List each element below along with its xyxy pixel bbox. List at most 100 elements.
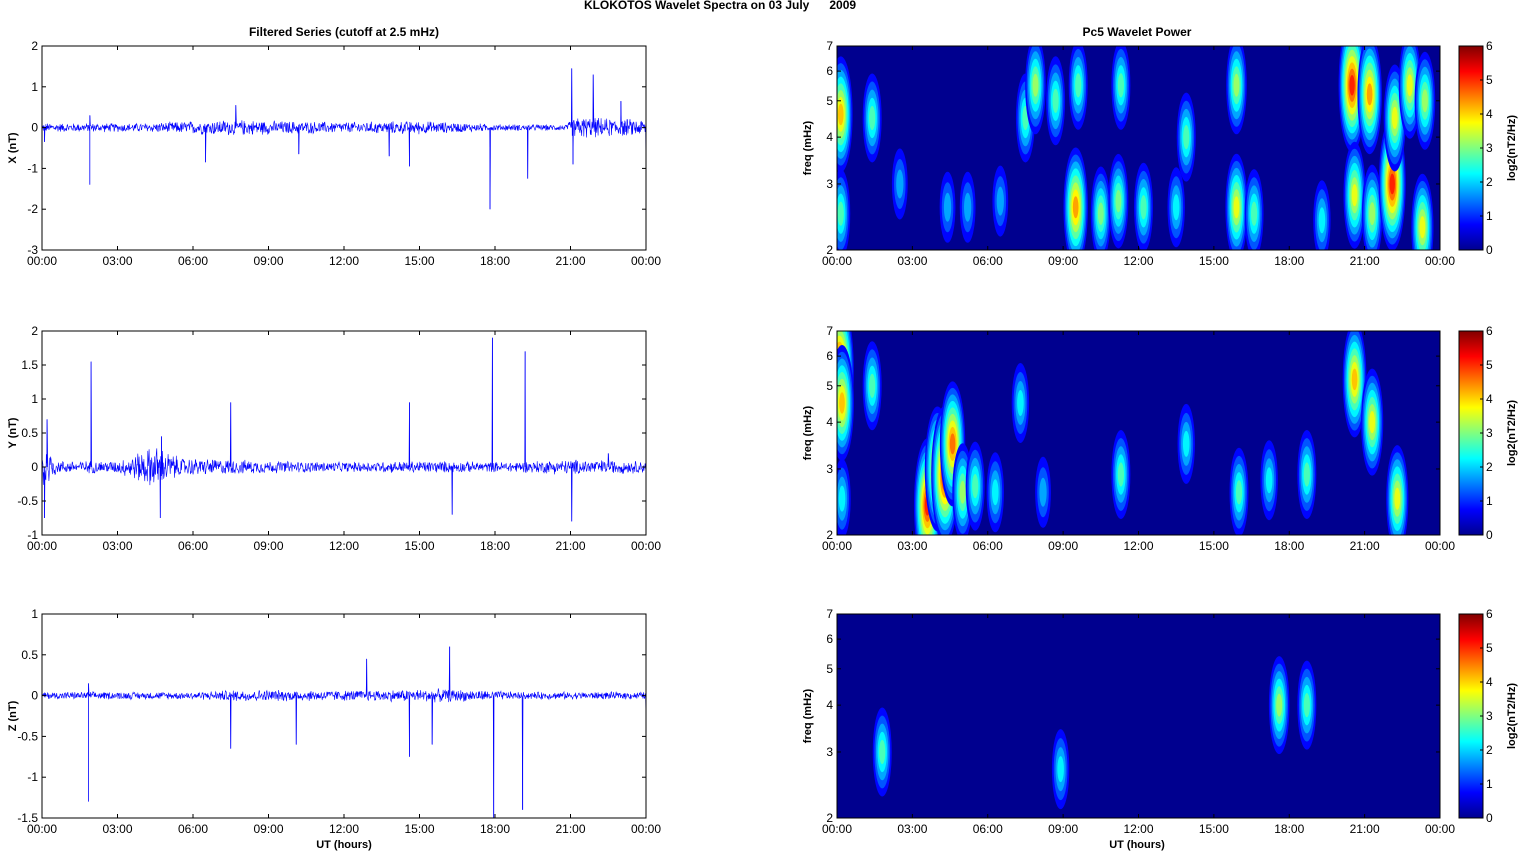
x-tick-label: 03:00: [897, 254, 927, 268]
power-blob: [1011, 362, 1030, 443]
y-tick-label: 2: [826, 811, 833, 825]
y-tick-label: -3: [27, 243, 38, 257]
left-column-title: Filtered Series (cutoff at 2.5 mHz): [249, 25, 439, 39]
power-blob: [1414, 51, 1436, 150]
plot-frame: [41, 613, 647, 819]
y-tick-label: 7: [826, 39, 833, 53]
colorbar-tick-label: 0: [1486, 243, 1493, 257]
power-blob: [1177, 403, 1195, 484]
series-trace: [41, 646, 647, 819]
power-blob: [1090, 166, 1111, 250]
y-axis-label: X (nT): [7, 132, 19, 163]
y-tick-label: 4: [826, 130, 833, 144]
power-blob: [872, 707, 892, 797]
y-tick-label: 6: [826, 349, 833, 363]
y-tick-label: 1: [31, 607, 38, 621]
x-tick-label: 03:00: [897, 539, 927, 553]
power-blob: [992, 165, 1009, 237]
x-series-panel: 00:00 03:00 06:00 09:00 12:00 15:00 18:00 21:00…: [7, 39, 661, 268]
power-blob: [837, 169, 851, 250]
y-tick-label: 7: [826, 324, 833, 338]
colorbar-tick-label: 1: [1486, 777, 1493, 791]
colorbar-tick-label: 2: [1486, 175, 1493, 189]
y-tick-label: 0.5: [21, 648, 38, 662]
y-tick-label: -1: [27, 161, 38, 175]
x-tick-label: 00:00: [1425, 254, 1455, 268]
power-blob: [1046, 56, 1066, 146]
colorbar-tick-label: 5: [1486, 358, 1493, 372]
x-tick-label: 06:00: [178, 539, 208, 553]
x-tick-label: 09:00: [253, 254, 283, 268]
power-blob: [837, 458, 851, 535]
y-tick-label: 6: [826, 632, 833, 646]
y-axis-label: freq (mHz): [802, 405, 814, 460]
left-x-axis-label: UT (hours): [316, 839, 372, 851]
x-tick-label: 06:00: [178, 822, 208, 836]
colorbar-gradient: [1458, 330, 1484, 536]
x-tick-label: 18:00: [1274, 822, 1304, 836]
colorbar: 0 1 2 3 4 5 6 log2(nT2/Hz): [1458, 324, 1518, 542]
x-tick-label: 03:00: [102, 254, 132, 268]
x-tick-label: 15:00: [404, 822, 434, 836]
x-tick-label: 21:00: [555, 539, 585, 553]
y-axis-label: freq (mHz): [802, 120, 814, 175]
x-tick-label: 15:00: [1199, 822, 1229, 836]
plot-frame: [41, 330, 647, 536]
power-blob: [1111, 46, 1131, 130]
z-series-panel: 00:00 03:00 06:00 09:00 12:00 15:00 18:00 21:00…: [7, 607, 661, 836]
power-blob: [1111, 429, 1131, 519]
x-tick-label: 09:00: [1048, 254, 1078, 268]
power-blob: [1357, 46, 1382, 155]
y-tick-label: 6: [826, 64, 833, 78]
colorbar: 0 1 2 3 4 5 6 log2(nT2/Hz): [1458, 39, 1518, 257]
y-axis-label: Z (nT): [7, 700, 19, 731]
power-blob: [1068, 46, 1088, 130]
x-tick-label: 06:00: [178, 254, 208, 268]
x-tick-label: 15:00: [1199, 539, 1229, 553]
x-tick-label: 09:00: [253, 539, 283, 553]
x-tick-label: 18:00: [480, 539, 510, 553]
y-tick-label: 1: [31, 80, 38, 94]
y-tick-label: 3: [826, 745, 833, 759]
y-tick-label: 7: [826, 607, 833, 621]
x-tick-label: 18:00: [480, 822, 510, 836]
x-tick-label: 12:00: [1123, 822, 1153, 836]
colorbar-tick-label: 0: [1486, 528, 1493, 542]
y-tick-label: 4: [826, 415, 833, 429]
x-tick-label: 21:00: [555, 822, 585, 836]
y-tick-label: 2: [31, 324, 38, 338]
power-blob: [1244, 169, 1264, 250]
y-tick-label: 2: [826, 528, 833, 542]
right-x-axis-label: UT (hours): [1109, 839, 1165, 851]
y-tick-label: 5: [826, 379, 833, 393]
power-blob: [1063, 147, 1088, 250]
power-blob: [1025, 46, 1046, 135]
colorbar-tick-label: 0: [1486, 811, 1493, 825]
y-tick-label: 2: [31, 39, 38, 53]
colorbar-tick-label: 6: [1486, 39, 1493, 53]
y-tick-label: 4: [826, 698, 833, 712]
colorbar-tick-label: 6: [1486, 607, 1493, 621]
y-tick-label: 5: [826, 662, 833, 676]
x-tick-label: 00:00: [822, 254, 852, 268]
x-tick-label: 00:00: [631, 539, 661, 553]
y-tick-label: 1: [31, 392, 38, 406]
x-tick-label: 15:00: [1199, 254, 1229, 268]
power-blob: [1260, 440, 1278, 521]
power-blob: [1268, 656, 1290, 755]
x-tick-label: 09:00: [1048, 539, 1078, 553]
colorbar-tick-label: 1: [1486, 209, 1493, 223]
x-tick-label: 06:00: [973, 822, 1003, 836]
y-axis-label: freq (mHz): [802, 688, 814, 743]
y-tick-label: 0: [31, 689, 38, 703]
colorbar-tick-label: 5: [1486, 73, 1493, 87]
colorbar-label: log2(nT2/Hz): [1506, 115, 1518, 181]
x-tick-label: 21:00: [555, 254, 585, 268]
x-tick-label: 12:00: [329, 254, 359, 268]
x-tick-label: 21:00: [1350, 822, 1380, 836]
power-blob: [1176, 92, 1196, 182]
power-blob: [959, 171, 976, 243]
x-wavelet-panel: 00:00 03:00 06:00 09:00 12:00 15:00 18:00 21:00…: [802, 39, 1518, 268]
y-tick-label: 5: [826, 94, 833, 108]
colorbar-tick-label: 3: [1486, 426, 1493, 440]
